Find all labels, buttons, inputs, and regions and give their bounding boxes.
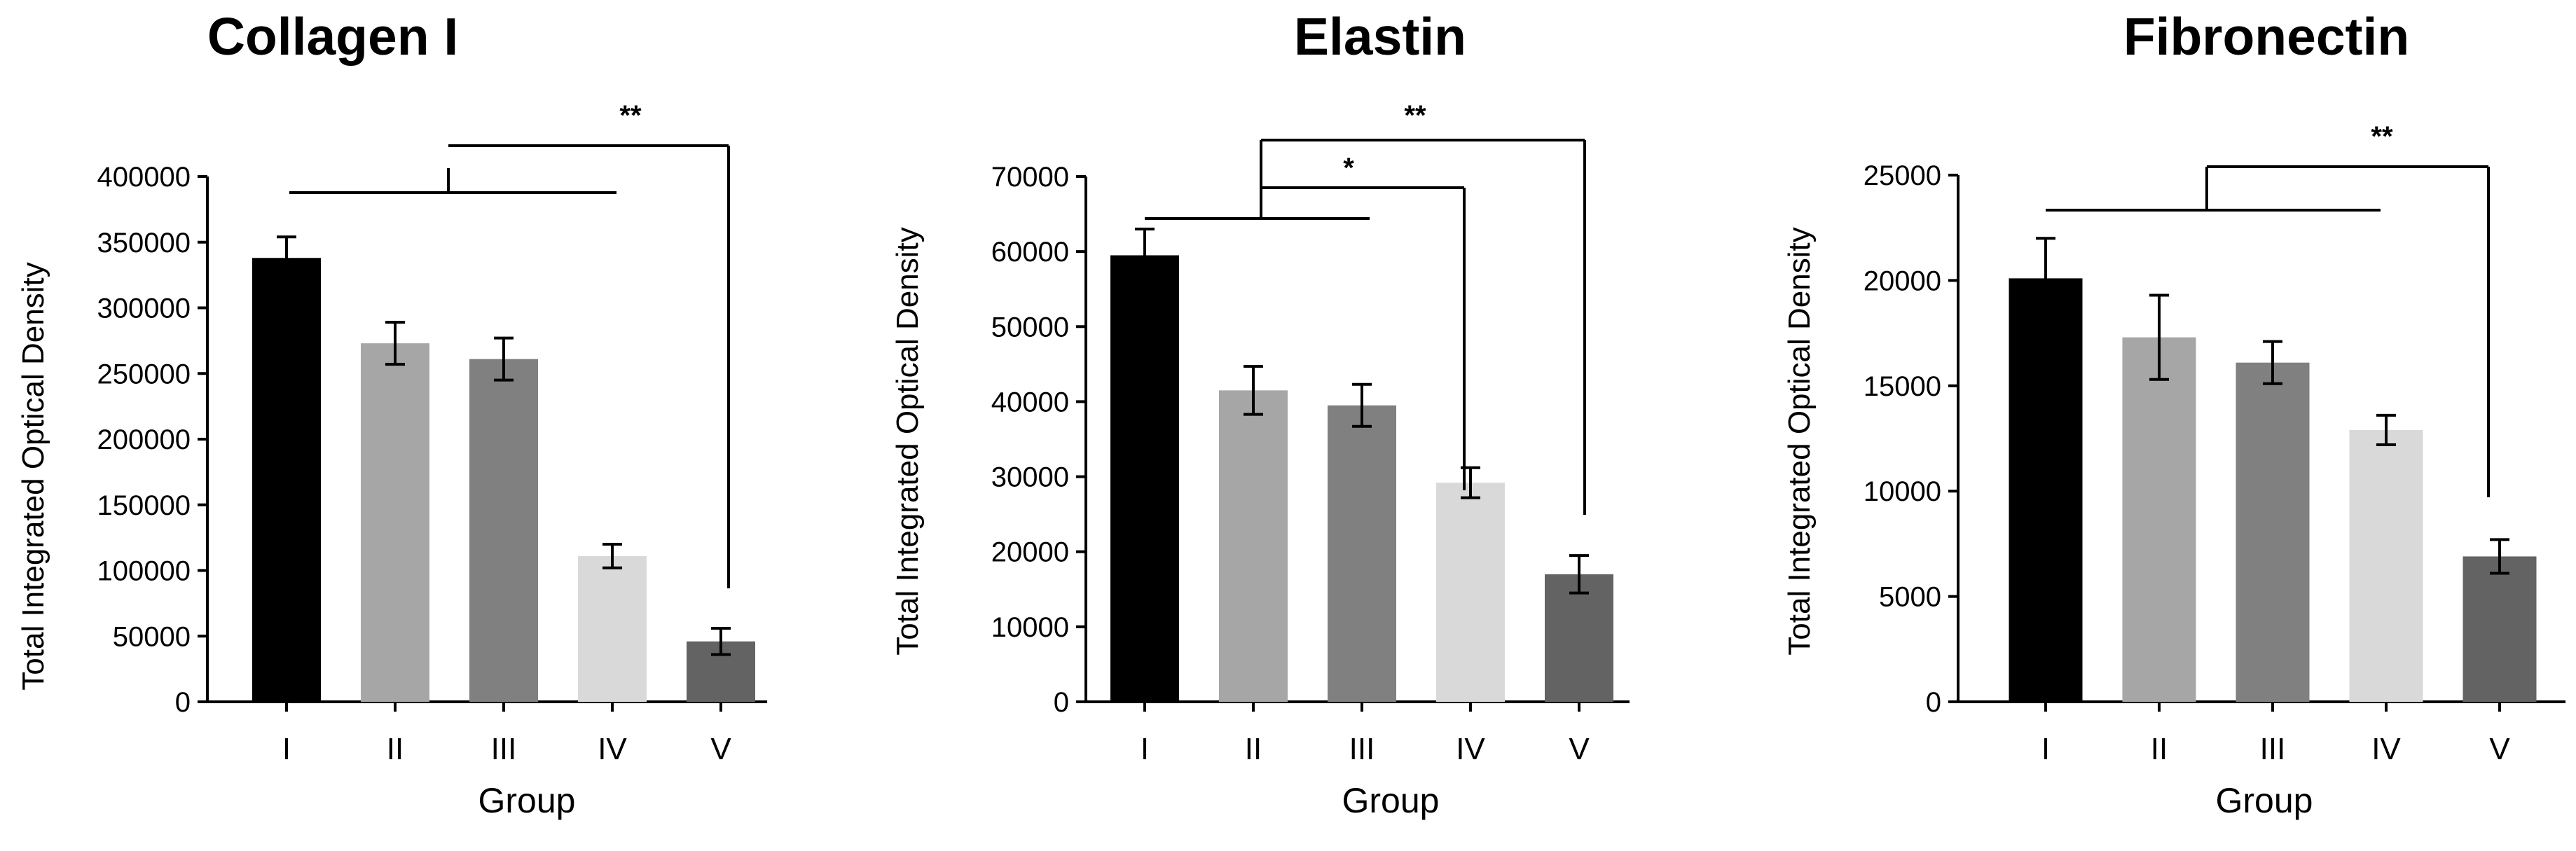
category-label: II [387, 732, 404, 766]
y-tick-label: 0 [175, 687, 191, 718]
bar-III [469, 359, 538, 702]
y-tick-label: 200000 [97, 424, 191, 455]
y-tick-label: 25000 [1864, 160, 1941, 191]
y-tick-label: 350000 [97, 228, 191, 258]
x-axis-label: Group [1342, 781, 1440, 820]
fibronectin-panel: Fibronectin Total Integrated Optical Den… [1782, 7, 2565, 820]
elastin-panel: Elastin Total Integrated Optical Density… [890, 7, 1630, 820]
y-tick-label: 10000 [991, 612, 1069, 643]
significance-label: ** [1404, 100, 1426, 131]
bar-I [252, 258, 321, 702]
category-label: II [2151, 732, 2168, 766]
y-tick-label: 50000 [991, 312, 1069, 343]
category-label: I [282, 732, 291, 766]
bar-V [2463, 556, 2537, 702]
category-label: V [2489, 732, 2510, 766]
chart-title: Elastin [1294, 7, 1466, 66]
category-label: IV [2371, 732, 2401, 766]
y-tick-label: 400000 [97, 162, 191, 193]
y-tick-label: 70000 [991, 162, 1069, 193]
significance-label: ** [619, 100, 642, 131]
y-tick-label: 0 [1926, 687, 1941, 718]
category-label: III [491, 732, 517, 766]
x-axis-label: Group [2216, 781, 2313, 820]
category-label: IV [1456, 732, 1485, 766]
category-label: III [2260, 732, 2286, 766]
significance-label: ** [2371, 121, 2393, 152]
y-tick-label: 40000 [991, 387, 1069, 417]
y-tick-label: 100000 [97, 556, 191, 587]
y-tick-label: 60000 [991, 237, 1069, 268]
y-tick-label: 20000 [1864, 265, 1941, 296]
y-tick-label: 10000 [1864, 476, 1941, 507]
significance-label: * [1343, 153, 1354, 184]
chart-title: Fibronectin [2123, 7, 2409, 66]
category-label: V [1569, 732, 1590, 766]
y-axis-label: Total Integrated Optical Density [16, 262, 50, 690]
y-tick-label: 250000 [97, 359, 191, 389]
collagen-panel: Collagen I Total Integrated Optical Dens… [16, 7, 767, 820]
y-tick-label: 300000 [97, 293, 191, 324]
bar-I [1110, 255, 1179, 702]
bar-IV [578, 555, 647, 702]
bar-I [2009, 278, 2083, 703]
bar-III [2236, 362, 2310, 702]
category-label: IV [598, 732, 627, 766]
bar-IV [1436, 483, 1505, 702]
bar-IV [2349, 429, 2423, 702]
y-tick-label: 15000 [1864, 371, 1941, 402]
chart-title: Collagen I [207, 7, 458, 66]
bar-II [2122, 337, 2196, 703]
y-tick-label: 0 [1054, 687, 1069, 718]
y-axis-label: Total Integrated Optical Density [1782, 227, 1817, 655]
bar-III [1328, 405, 1396, 702]
category-label: V [710, 732, 731, 766]
bar-II [1219, 390, 1288, 702]
y-tick-label: 50000 [113, 621, 191, 652]
y-tick-label: 150000 [97, 490, 191, 521]
y-tick-label: 30000 [991, 462, 1069, 493]
y-tick-label: 20000 [991, 537, 1069, 568]
category-label: III [1349, 732, 1375, 766]
category-label: II [1245, 732, 1262, 766]
category-label: I [2041, 732, 2050, 766]
x-axis-label: Group [478, 781, 576, 820]
bar-II [361, 343, 429, 702]
y-tick-label: 5000 [1879, 582, 1941, 613]
category-label: I [1141, 732, 1149, 766]
bar-V [1545, 574, 1613, 702]
y-axis-label: Total Integrated Optical Density [890, 227, 925, 655]
